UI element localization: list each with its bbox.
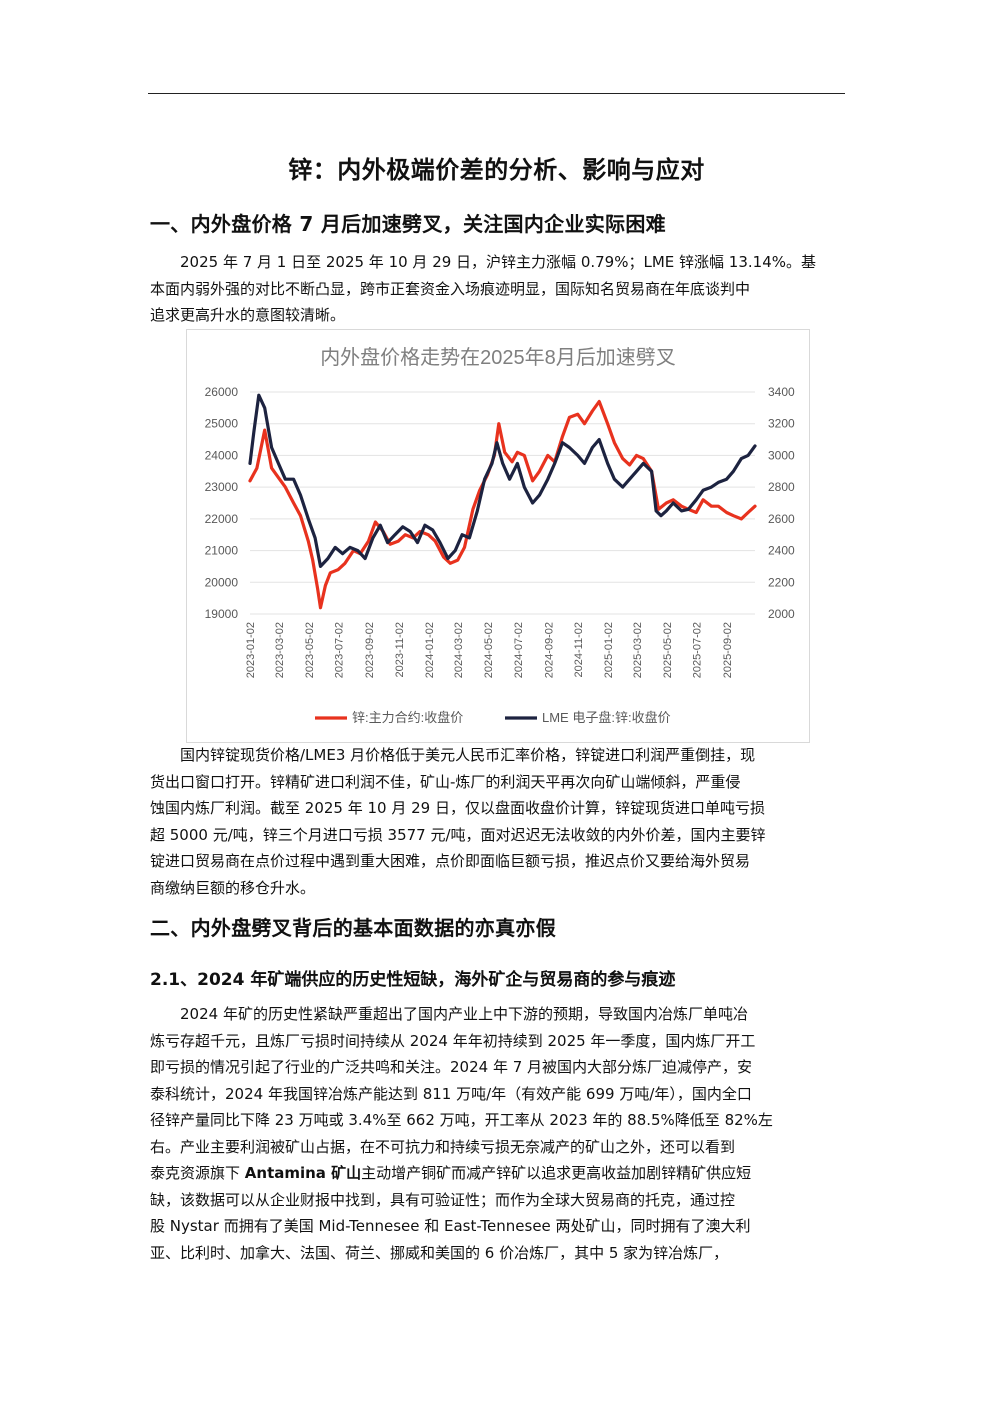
left-axis-tick-label: 23000 (205, 480, 239, 494)
text-line: 径锌产量同比下降 23 万吨或 3.4%至 662 万吨，开工率从 2023 年… (150, 1111, 773, 1129)
series-line-lme (248, 393, 757, 568)
section-1-paragraph-1: 2025 年 7 月 1 日至 2025 年 10 月 29 日，沪锌主力涨幅 … (150, 249, 843, 329)
x-axis-tick-label: 2024-09-02 (543, 622, 555, 678)
text-line: 右。产业主要利润被矿山占据，在不可抗力和持续亏损无奈减产的矿山之外，还可以看到 (150, 1137, 736, 1156)
x-axis-tick-label: 2024-07-02 (513, 622, 525, 678)
text-line: 即亏损的情况引起了行业的广泛共鸣和关注。2024 年 7 月被国内大部分炼厂迫减… (150, 1058, 753, 1076)
text-run: 泰克资源旗下 (150, 1164, 245, 1182)
text-line: 缺，该数据可以从企业财报中找到，具有可验证性；而作为全球大贸易商的托克，通过控 (150, 1190, 736, 1209)
x-axis-tick-label: 2024-01-02 (424, 622, 436, 678)
text-line: 本面内弱外强的对比不断凸显，跨市正套资金入场痕迹明显，国际知名贸易商在年底谈判中 (150, 279, 751, 298)
text-line: 锭进口贸易商在点价过程中遇到重大困难，点价即面临巨额亏损，推迟点价又要给海外贸易 (150, 852, 751, 870)
x-axis-tick-label: 2023-03-02 (274, 622, 286, 678)
right-axis-tick-label: 3200 (768, 417, 795, 431)
text-line: 2025 年 7 月 1 日至 2025 年 10 月 29 日，沪锌主力涨幅 … (180, 253, 816, 271)
text-line: 泰克资源旗下 Antamina 矿山主动增产铜矿而减产锌矿以追求更高收益加剧锌精… (150, 1160, 843, 1187)
section-1-heading: 一、内外盘价格 7 月后加速劈叉，关注国内企业实际困难 (150, 212, 666, 236)
x-axis-tick-label: 2025-05-02 (662, 622, 674, 678)
text-line: 蚀国内炼厂利润。截至 2025 年 10 月 29 日，仅以盘面收盘价计算，锌锭… (150, 799, 765, 817)
text-line: 追求更高升水的意图较清晰。 (150, 306, 346, 324)
text-line: 泰科统计，2024 年我国锌冶炼产能达到 811 万吨/年（有效产能 699 万… (150, 1084, 752, 1103)
legend-label: 锌:主力合约:收盘价 (352, 710, 463, 725)
x-axis-tick-label: 2024-11-02 (573, 622, 585, 677)
x-axis-tick-label: 2023-09-02 (364, 622, 376, 678)
text-line: 2024 年矿的历史性紧缺严重超出了国内产业上中下游的预期，导致国内冶炼厂单吨冶 (180, 1005, 748, 1023)
text-line: 超 5000 元/吨，锌三个月进口亏损 3577 元/吨，面对迟迟无法收敛的内外… (150, 825, 766, 844)
document-title: 锌：内外极端价差的分析、影响与应对 (288, 156, 705, 184)
series-line-shfe (248, 399, 757, 610)
left-axis-tick-label: 21000 (205, 544, 239, 558)
right-axis-tick-label: 2200 (768, 575, 795, 589)
right-axis-tick-label: 2800 (768, 480, 795, 494)
right-axis-tick-label: 3000 (768, 448, 795, 462)
left-axis-tick-label: 25000 (205, 417, 239, 431)
x-axis-tick-label: 2023-11-02 (394, 622, 406, 677)
right-axis-tick-label: 2600 (768, 512, 795, 526)
x-axis-tick-label: 2025-09-02 (722, 622, 734, 678)
text-line: 炼亏存超千元，且炼厂亏损时间持续从 2024 年年初持续到 2025 年一季度，… (150, 1031, 756, 1050)
chart-title: 内外盘价格走势在2025年8月后加速劈叉 (320, 346, 676, 369)
text-run: 主动增产铜矿而减产锌矿以追求更高收益加剧锌精矿供应短 (361, 1164, 752, 1182)
x-axis-tick-label: 2024-05-02 (483, 622, 495, 678)
section-2-heading: 二、内外盘劈叉背后的基本面数据的亦真亦假 (150, 916, 556, 940)
text-line: 亚、比利时、加拿大、法国、荷兰、挪威和美国的 6 价冶炼厂，其中 5 家为锌冶炼… (150, 1243, 729, 1262)
right-axis-tick-label: 2400 (768, 544, 795, 558)
right-axis-tick-label: 2000 (768, 607, 795, 621)
x-axis-tick-label: 2023-07-02 (334, 622, 346, 678)
text-line: 股 Nystar 而拥有了美国 Mid-Tennesee 和 East-Tenn… (150, 1217, 751, 1235)
left-axis-tick-label: 24000 (205, 448, 239, 462)
section-2-1-paragraph: 2024 年矿的历史性紧缺严重超出了国内产业上中下游的预期，导致国内冶炼厂单吨冶… (150, 1001, 843, 1266)
x-axis-tick-label: 2024-03-02 (453, 622, 465, 678)
text-line: 商缴纳巨额的移仓升水。 (150, 878, 316, 897)
section-1-paragraph-2: 国内锌锭现货价格/LME3 月价格低于美元人民币汇率价格，锌锭进口利润严重倒挂，… (150, 742, 843, 901)
right-axis-tick-label: 3400 (768, 385, 795, 399)
x-axis-tick-label: 2023-05-02 (304, 622, 316, 678)
text-run-bold: Antamina 矿山 (244, 1164, 362, 1182)
section-2-1-heading: 2.1、2024 年矿端供应的历史性短缺，海外矿企与贸易商的参与痕迹 (150, 970, 676, 990)
left-axis-tick-label: 19000 (205, 607, 239, 621)
left-axis-tick-label: 20000 (205, 575, 239, 589)
price-chart: 内外盘价格走势在2025年8月后加速劈叉 19000 20000 21000 22000… (186, 329, 810, 743)
x-axis-tick-label: 2023-01-02 (245, 622, 257, 678)
left-axis-tick-label: 22000 (205, 512, 239, 526)
left-axis-tick-label: 26000 (205, 385, 239, 399)
x-axis-tick-label: 2025-07-02 (692, 622, 704, 678)
text-line: 国内锌锭现货价格/LME3 月价格低于美元人民币汇率价格，锌锭进口利润严重倒挂，… (180, 746, 756, 764)
header-rule (148, 93, 845, 94)
text-line: 货出口窗口打开。锌精矿进口利润不佳，矿山-炼厂的利润天平再次向矿山端倾斜，严重侵 (150, 772, 741, 791)
x-axis-tick-label: 2025-01-02 (603, 622, 615, 678)
price-chart-svg: 内外盘价格走势在2025年8月后加速劈叉 19000 20000 21000 22000… (205, 346, 795, 725)
x-axis-tick-label: 2025-03-02 (632, 622, 644, 678)
legend-label: LME 电子盘:锌:收盘价 (542, 710, 671, 725)
